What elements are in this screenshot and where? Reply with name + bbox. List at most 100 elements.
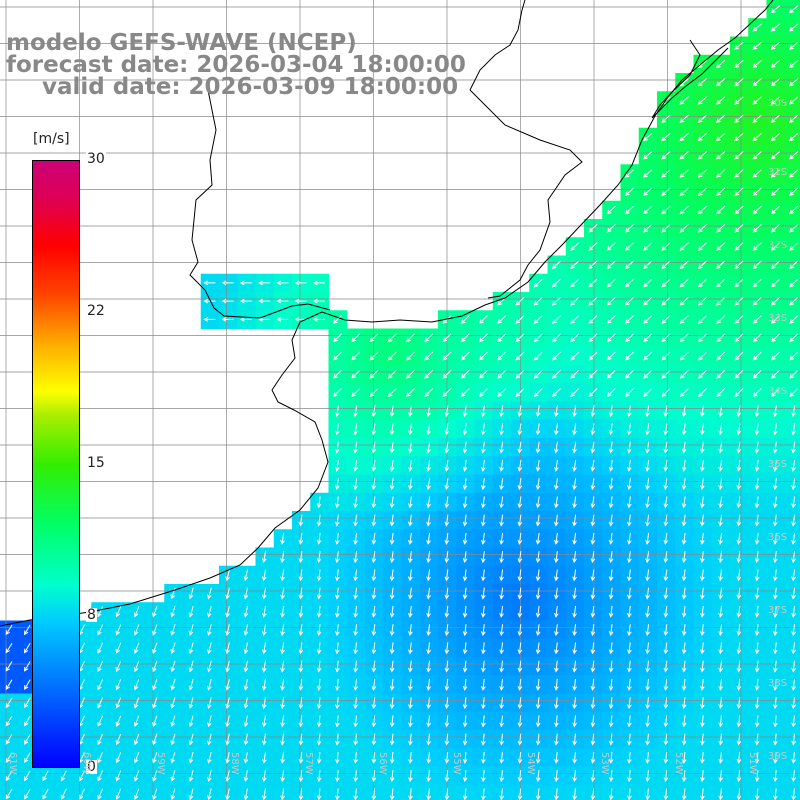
wind-arrow: [316, 697, 322, 710]
wind-arrow: [444, 715, 450, 728]
wind-arrow: [736, 751, 742, 764]
wind-arrow: [533, 315, 543, 324]
wind-arrow: [517, 405, 523, 418]
wind-arrow: [645, 405, 650, 418]
wind-arrow: [734, 78, 744, 87]
wind-arrow: [389, 441, 395, 454]
wind-cell: [784, 438, 800, 457]
wind-arrow: [389, 496, 395, 509]
wind-arrow: [353, 423, 358, 436]
wind-arrow: [170, 770, 176, 782]
wind-arrow: [718, 551, 723, 564]
wind-arrow: [588, 351, 598, 361]
wind-cell: [784, 91, 800, 110]
wind-arrow: [697, 205, 708, 215]
wind-arrow: [770, 369, 780, 379]
wind-arrow: [5, 788, 13, 800]
wind-arrow: [481, 697, 486, 710]
wind-arrow: [572, 605, 577, 618]
wind-arrow: [405, 369, 415, 379]
wind-arrow: [298, 788, 304, 800]
wind-arrow: [517, 551, 523, 564]
wind-arrow: [627, 733, 632, 746]
wind-arrow: [788, 59, 799, 69]
wind-arrow: [261, 751, 267, 764]
wind-arrow: [643, 351, 653, 361]
wind-arrow: [334, 496, 340, 509]
wind-arrow: [590, 459, 596, 472]
wind-arrow: [499, 678, 504, 691]
wind-arrow: [499, 569, 504, 582]
wind-arrow: [499, 478, 504, 491]
wind-arrow: [499, 532, 504, 545]
wind-arrow: [369, 351, 379, 361]
wind-arrow: [332, 333, 342, 343]
wind-arrow: [499, 405, 504, 418]
wind-arrow: [625, 388, 634, 398]
wind-arrow: [643, 278, 653, 288]
wind-arrow: [408, 733, 413, 746]
wind-arrow: [606, 260, 616, 270]
wind-arrow: [626, 532, 632, 545]
wind-cell: [784, 0, 800, 19]
wind-arrow: [626, 405, 632, 418]
wind-arrow: [608, 697, 614, 710]
wind-arrow: [426, 496, 431, 509]
wind-arrow: [389, 478, 395, 491]
wind-cell: [784, 383, 800, 402]
wind-arrow: [316, 496, 322, 509]
wind-arrow: [681, 441, 687, 454]
wind-arrow: [752, 169, 762, 178]
wind-arrow: [60, 770, 67, 782]
wind-arrow: [243, 678, 249, 691]
wind-arrow: [258, 298, 271, 304]
wind-arrow: [133, 752, 140, 764]
wind-arrow: [462, 770, 468, 783]
wind-arrow: [261, 624, 267, 637]
wind-arrow: [752, 78, 762, 87]
wind-arrow: [681, 514, 687, 527]
wind-arrow: [517, 697, 523, 710]
wind-arrow: [606, 388, 616, 398]
wind-arrow: [316, 733, 322, 746]
wind-arrow: [791, 478, 796, 491]
wind-arrow: [444, 569, 450, 582]
wind-arrow: [681, 532, 687, 545]
wind-arrow: [353, 587, 358, 600]
wind-arrow: [773, 642, 778, 655]
wind-arrow: [679, 132, 689, 142]
wind-arrow: [152, 660, 158, 673]
wind-arrow: [718, 770, 723, 783]
wind-arrow: [261, 551, 267, 564]
wind-arrow: [736, 788, 742, 800]
wind-arrow: [353, 751, 358, 764]
wind-arrow: [606, 369, 616, 379]
wind-arrow: [499, 605, 504, 618]
wind-arrow: [97, 770, 103, 782]
wind-arrow: [736, 605, 742, 618]
wind-arrow: [608, 423, 614, 436]
wind-arrow: [791, 770, 796, 783]
wind-arrow: [697, 296, 707, 306]
wind-arrow: [316, 532, 322, 545]
wind-arrow: [335, 624, 340, 637]
wind-arrow: [499, 441, 504, 454]
wind-arrow: [716, 351, 726, 361]
wind-arrow: [170, 678, 176, 691]
wind-arrow: [298, 715, 304, 728]
wind-arrow: [645, 605, 650, 618]
wind-arrow: [734, 96, 744, 105]
wind-arrow: [590, 624, 596, 637]
wind-arrow: [533, 278, 543, 288]
wind-arrow: [624, 296, 634, 306]
wind-arrow: [588, 278, 598, 288]
wind-arrow: [679, 351, 689, 361]
wind-arrow: [207, 733, 212, 746]
wind-arrow: [770, 260, 780, 270]
wind-arrow: [698, 388, 707, 398]
wind-arrow: [353, 605, 358, 618]
wind-arrow: [716, 296, 726, 306]
wind-arrow: [773, 697, 778, 710]
wind-arrow: [426, 733, 431, 746]
wind-arrow: [752, 224, 762, 233]
